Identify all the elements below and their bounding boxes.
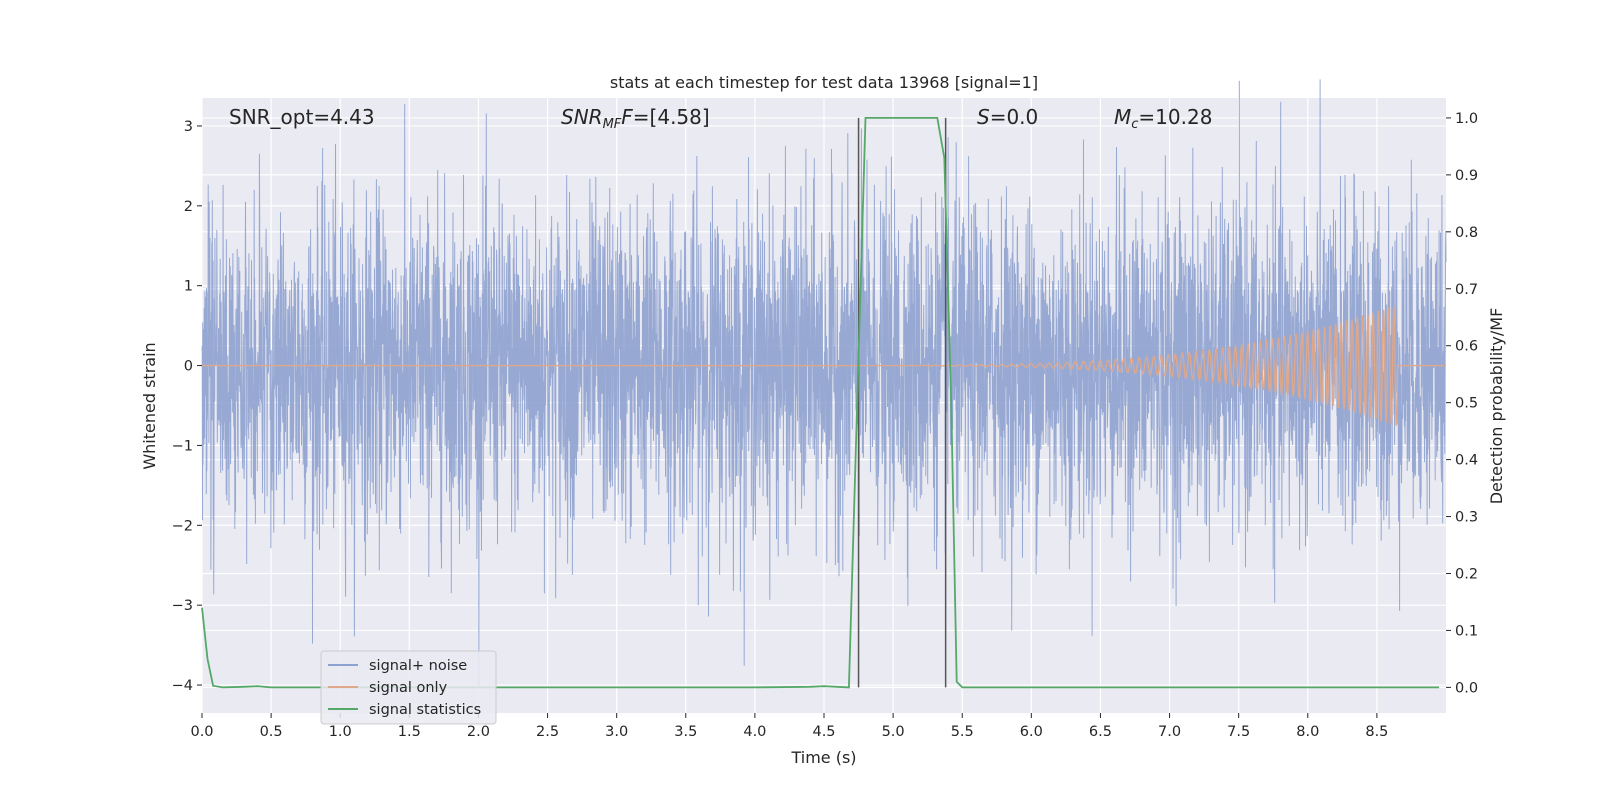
snr-mf-base: SNR [561, 105, 603, 129]
legend: signal+ noise signal only signal statistic… [320, 650, 497, 725]
series-signal-statistics [201, 117, 1440, 689]
annotation-mc: Mc=10.28 [1114, 105, 1212, 132]
y-left-tick-label: 3 [184, 119, 193, 135]
x-tick-label: 2.5 [536, 724, 559, 740]
y-right-tick-label: 0.6 [1455, 339, 1478, 355]
signal-statistics-line [201, 117, 1440, 689]
x-tick-label: 3.5 [674, 724, 697, 740]
x-axis-ticks: 0.0 0.5 1.0 1.5 2.0 2.5 3.0 3.5 4.0 4.5 5.0 5.5 6.0 6… [190, 713, 1388, 740]
x-axis-label: Time (s) [790, 748, 856, 767]
legend-box [320, 650, 497, 725]
y-left-axis-label: Whitened strain [140, 342, 159, 469]
y-right-tick-label: 0.4 [1455, 453, 1478, 469]
legend-label: signal statistics [369, 702, 481, 718]
mc-value: =10.28 [1138, 105, 1212, 129]
y-right-tick-label: 0.8 [1455, 225, 1478, 241]
x-tick-label: 6.5 [1089, 724, 1112, 740]
x-tick-label: 5.5 [951, 724, 974, 740]
y-left-tick-label: 1 [184, 279, 193, 295]
x-tick-label: 4.0 [743, 724, 766, 740]
x-tick-label: 0.5 [260, 724, 283, 740]
x-tick-label: 6.0 [1020, 724, 1043, 740]
y-right-tick-label: 0.7 [1455, 282, 1478, 298]
x-tick-label: 1.0 [329, 724, 352, 740]
annotation-snr-mf: SNRMFF=[4.58] [561, 105, 710, 132]
x-tick-label: 8.5 [1365, 724, 1388, 740]
mc-base: M [1114, 105, 1131, 129]
y-right-tick-label: 0.9 [1455, 168, 1478, 184]
y-right-tick-label: 0.1 [1455, 623, 1478, 639]
x-tick-label: 5.0 [882, 724, 905, 740]
y-left-axis-ticks: 3 2 1 0 −1 −2 −3 −4 [172, 119, 202, 694]
series-signal-noise [201, 79, 1447, 687]
y-left-tick-label: 0 [184, 359, 193, 375]
y-right-axis-label: Detection probability/MF [1487, 308, 1506, 505]
snr-mf-f: F [621, 105, 633, 129]
x-tick-label: 4.5 [812, 724, 835, 740]
s-value: =0.0 [990, 105, 1039, 129]
signal-noise-line [201, 79, 1447, 687]
y-right-tick-label: 0.2 [1455, 566, 1478, 582]
x-tick-label: 2.0 [467, 724, 490, 740]
x-tick-label: 1.5 [398, 724, 421, 740]
y-left-tick-label: 2 [184, 199, 193, 215]
y-left-tick-label: −1 [172, 438, 193, 454]
snr-mf-value: =[4.58] [633, 105, 710, 129]
x-tick-label: 7.0 [1158, 724, 1181, 740]
snr-mf-sub: MF [603, 117, 622, 132]
y-right-tick-label: 0.3 [1455, 510, 1478, 526]
series-signal-only [202, 305, 1446, 426]
x-tick-label: 7.5 [1227, 724, 1250, 740]
x-tick-label: 8.0 [1296, 724, 1319, 740]
legend-label: signal+ noise [369, 658, 467, 674]
y-right-tick-label: 0.5 [1455, 396, 1478, 412]
s-base: S [977, 105, 990, 129]
signal-only-line [202, 305, 1446, 426]
y-right-axis-ticks: 1.0 0.9 0.8 0.7 0.6 0.5 0.4 0.3 0.2 0.1 0.0 [1446, 111, 1478, 696]
y-left-tick-label: −4 [172, 678, 193, 694]
annotation-s: S=0.0 [977, 105, 1038, 129]
x-tick-label: 0.0 [190, 724, 213, 740]
y-right-tick-label: 1.0 [1455, 111, 1478, 127]
annotation-snr-opt: SNR_opt=4.43 [229, 105, 375, 129]
x-tick-label: 3.0 [605, 724, 628, 740]
y-left-tick-label: −3 [172, 598, 193, 614]
mc-sub: c [1131, 117, 1138, 132]
legend-label: signal only [369, 680, 448, 696]
y-left-tick-label: −2 [172, 518, 193, 534]
y-right-tick-label: 0.0 [1455, 680, 1478, 696]
chart-title: stats at each timestep for test data 139… [610, 73, 1038, 92]
